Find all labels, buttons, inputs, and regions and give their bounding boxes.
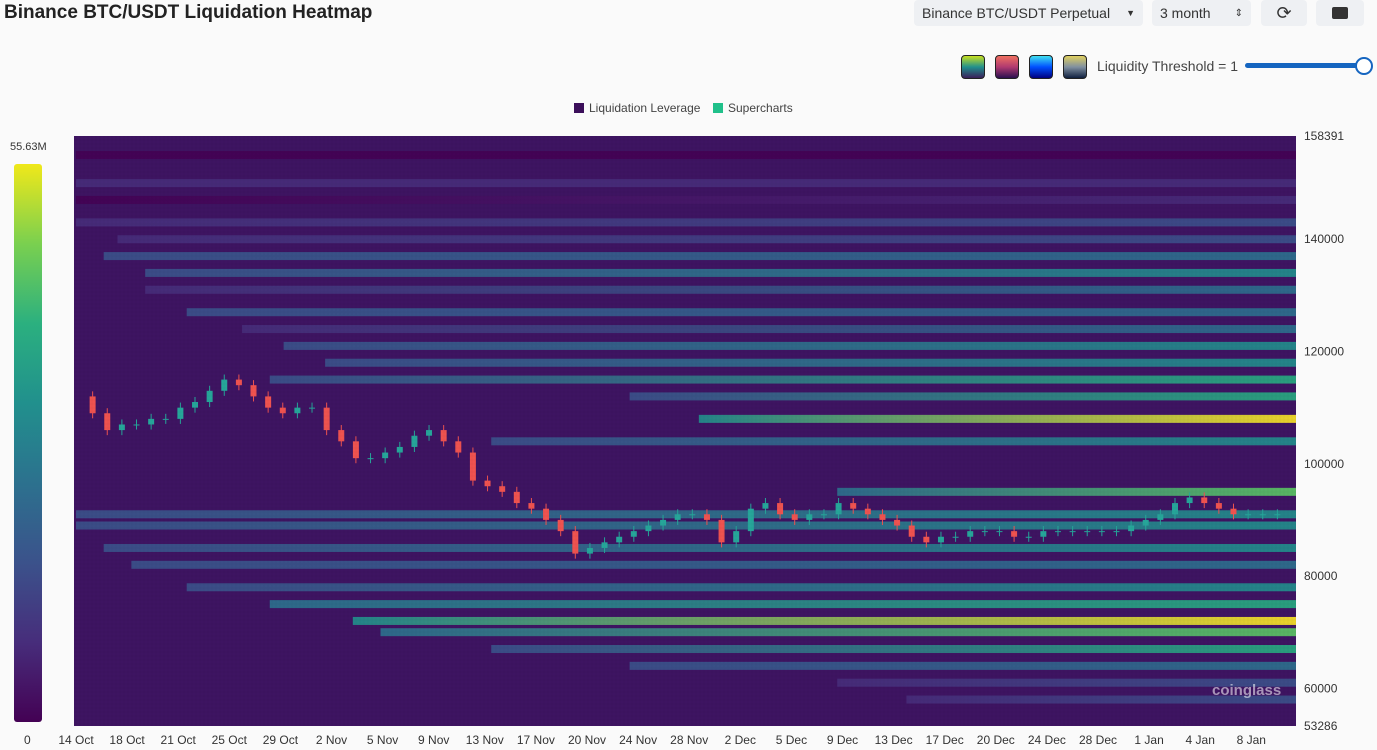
- camera-icon: [1332, 7, 1348, 19]
- x-tick-label: 24 Nov: [619, 733, 657, 747]
- x-tick-label: 14 Oct: [58, 733, 94, 747]
- pair-select[interactable]: Binance BTC/USDT Perpetual ▼: [914, 0, 1143, 26]
- x-tick-label: 25 Oct: [212, 733, 248, 747]
- x-tick-label: 2 Nov: [316, 733, 347, 747]
- x-tick-label: 9 Dec: [827, 733, 858, 747]
- threshold-slider-handle[interactable]: [1355, 57, 1373, 75]
- y-tick-label: 100000: [1304, 457, 1344, 471]
- caret-down-icon: ▼: [1126, 8, 1135, 18]
- threshold-label: Liquidity Threshold = 1: [1097, 58, 1238, 74]
- palette-magma[interactable]: [995, 55, 1019, 79]
- legend-swatch: [713, 103, 723, 113]
- y-tick-label: 53286: [1304, 719, 1338, 733]
- period-select[interactable]: 3 month ⇕: [1152, 0, 1251, 26]
- x-tick-label: 17 Dec: [926, 733, 964, 747]
- x-tick-label: 4 Jan: [1186, 733, 1215, 747]
- colorbar: [14, 164, 42, 722]
- legend-label: Liquidation Leverage: [589, 101, 701, 115]
- watermark: coinglass: [1212, 682, 1281, 699]
- y-tick-label: 140000: [1304, 232, 1344, 246]
- x-tick-label: 13 Dec: [875, 733, 913, 747]
- palette-jet[interactable]: [1029, 55, 1053, 79]
- refresh-icon: ⟳: [1276, 2, 1292, 23]
- updown-icon: ⇕: [1234, 7, 1243, 19]
- legend-swatch: [574, 103, 584, 113]
- x-tick-label: 5 Dec: [776, 733, 807, 747]
- refresh-button[interactable]: ⟳: [1261, 0, 1307, 26]
- threshold-slider[interactable]: [1245, 63, 1363, 68]
- x-tick-label: 2 Dec: [725, 733, 756, 747]
- y-tick-label: 60000: [1304, 681, 1338, 695]
- legend-label: Supercharts: [728, 101, 793, 115]
- y-tick-label: 80000: [1304, 569, 1338, 583]
- palette-viridis[interactable]: [961, 55, 985, 79]
- x-tick-label: 28 Dec: [1079, 733, 1117, 747]
- x-tick-label: 29 Oct: [263, 733, 299, 747]
- x-tick-label: 9 Nov: [418, 733, 449, 747]
- x-tick-label: 24 Dec: [1028, 733, 1066, 747]
- period-select-value: 3 month: [1160, 5, 1211, 21]
- x-tick-label: 20 Dec: [977, 733, 1015, 747]
- colorbar-max: 55.63M: [10, 141, 47, 153]
- x-tick-label: 18 Oct: [109, 733, 145, 747]
- palette-cividis[interactable]: [1063, 55, 1087, 79]
- legend-supercharts[interactable]: Supercharts: [713, 101, 793, 115]
- grid-overlay: [74, 136, 1296, 726]
- x-tick-label: 8 Jan: [1237, 733, 1266, 747]
- page-title: Binance BTC/USDT Liquidation Heatmap: [4, 2, 373, 23]
- x-tick-label: 21 Oct: [161, 733, 197, 747]
- pair-select-value: Binance BTC/USDT Perpetual: [922, 5, 1111, 21]
- screenshot-button[interactable]: [1316, 0, 1364, 26]
- legend-liquidation[interactable]: Liquidation Leverage: [574, 101, 700, 115]
- x-tick-label: 1 Jan: [1134, 733, 1163, 747]
- x-tick-label: 13 Nov: [466, 733, 504, 747]
- colorbar-min: 0: [24, 733, 31, 747]
- x-tick-label: 20 Nov: [568, 733, 606, 747]
- y-tick-label: 120000: [1304, 345, 1344, 359]
- x-tick-label: 28 Nov: [670, 733, 708, 747]
- x-tick-label: 17 Nov: [517, 733, 555, 747]
- y-tick-label: 158391: [1304, 129, 1344, 143]
- x-tick-label: 5 Nov: [367, 733, 398, 747]
